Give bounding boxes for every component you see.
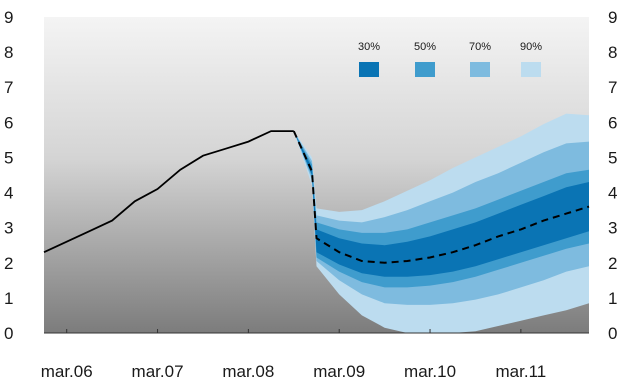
x-tick-label: mar.11 — [496, 362, 547, 381]
history-line — [43, 130, 294, 254]
y-tick-label-left: 9 — [4, 8, 13, 27]
axes: 0 0 1 1 2 2 3 3 4 4 5 5 6 6 7 7 8 8 9 9 mar.06 mar.07 mar.08 ma… — [4, 8, 617, 381]
y-tick-label-right: 4 — [608, 184, 617, 203]
y-tick-label-left: 0 — [4, 324, 13, 343]
legend-label: 90% — [520, 41, 542, 53]
band-30 — [293, 131, 589, 277]
legend-swatch — [359, 62, 379, 77]
legend: 30% 50% 70% 90% — [358, 41, 542, 77]
legend-swatch — [470, 62, 490, 77]
legend-swatch — [521, 62, 541, 77]
y-tick-label-left: 6 — [4, 113, 13, 132]
x-tick-label: mar.06 — [41, 362, 93, 381]
y-tick-label-right: 5 — [608, 148, 617, 167]
legend-label: 50% — [414, 41, 436, 53]
y-tick-label-right: 3 — [608, 219, 617, 238]
y-tick-label-left: 5 — [4, 148, 13, 167]
median-forecast-line — [292, 130, 590, 264]
y-tick-label-right: 8 — [608, 43, 617, 62]
y-tick-label-left: 7 — [4, 78, 13, 97]
y-tick-label-left: 3 — [4, 219, 13, 238]
y-tick-label-right: 9 — [608, 8, 617, 27]
y-tick-label-left: 1 — [4, 289, 13, 308]
y-tick-label-left: 8 — [4, 43, 13, 62]
legend-swatch — [415, 62, 435, 77]
y-tick-label-left: 2 — [4, 254, 13, 273]
legend-label: 70% — [469, 41, 491, 53]
y-tick-label-right: 7 — [608, 78, 617, 97]
y-tick-label-left: 4 — [4, 184, 13, 203]
y-tick-label-right: 1 — [608, 289, 617, 308]
y-tick-label-right: 6 — [608, 113, 617, 132]
legend-label: 30% — [358, 41, 380, 53]
confidence-bands — [293, 113, 589, 333]
x-tick-label: mar.10 — [404, 362, 456, 381]
y-tick-label-right: 0 — [608, 324, 617, 343]
x-tick-label: mar.08 — [222, 362, 274, 381]
series-lines — [43, 130, 590, 264]
x-tick-label: mar.09 — [313, 362, 365, 381]
x-tick-label: mar.07 — [132, 362, 184, 381]
y-tick-label-right: 2 — [608, 254, 617, 273]
